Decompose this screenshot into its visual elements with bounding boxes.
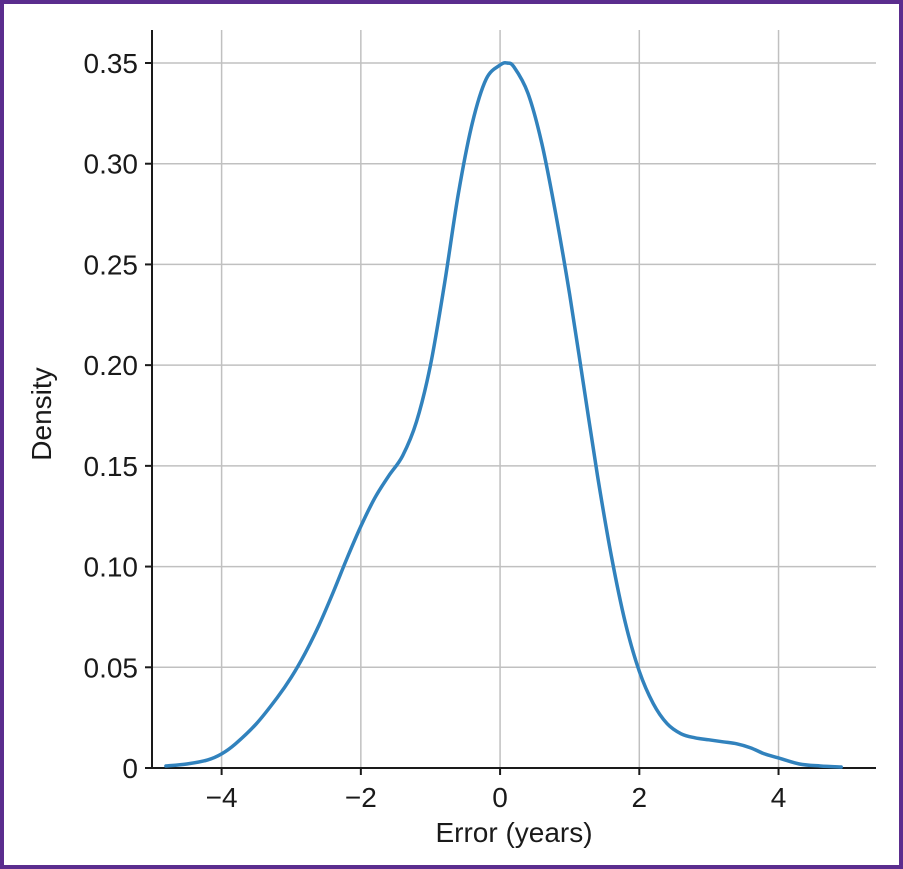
tick-labels: −4 −2 0 2 4 0 0.05 0.10 0.15 0.20 0.25 0.30 0.35	[84, 48, 787, 813]
y-axis-title: Density	[26, 367, 57, 460]
x-axis-title: Error (years)	[435, 817, 592, 848]
density-line	[164, 61, 843, 769]
x-tick-label: 0	[492, 782, 508, 813]
x-tick-label: 2	[632, 782, 648, 813]
y-tick-label: 0.35	[84, 48, 139, 79]
y-tick-label: 0.15	[84, 451, 139, 482]
y-tick-label: 0.10	[84, 552, 139, 583]
x-tick-label: 4	[771, 782, 787, 813]
x-tick-label: −2	[345, 782, 377, 813]
y-tick-label: 0.05	[84, 652, 139, 683]
grid	[152, 30, 876, 768]
series	[164, 61, 843, 769]
y-tick-label: 0	[122, 753, 138, 784]
x-tick-label: −4	[206, 782, 238, 813]
y-tick-label: 0.30	[84, 149, 139, 180]
y-tick-label: 0.20	[84, 350, 139, 381]
y-tick-label: 0.25	[84, 249, 139, 280]
axes	[145, 30, 876, 775]
